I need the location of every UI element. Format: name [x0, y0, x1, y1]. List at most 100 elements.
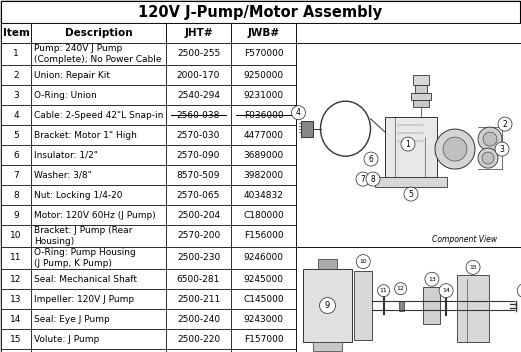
Bar [166, 125, 231, 145]
Bar [231, 105, 296, 125]
Circle shape [394, 283, 407, 295]
Bar [1, 23, 31, 43]
Bar [166, 329, 231, 349]
Bar [31, 85, 166, 105]
Text: 10: 10 [10, 232, 22, 240]
Bar [424, 287, 440, 324]
Text: 2000-170: 2000-170 [177, 70, 220, 80]
Text: 9250000: 9250000 [243, 70, 283, 80]
Text: 4: 4 [13, 111, 19, 119]
Bar [166, 185, 231, 205]
Bar [301, 121, 313, 137]
Text: 8: 8 [13, 190, 19, 200]
Bar [375, 177, 447, 187]
Bar [31, 269, 166, 289]
Circle shape [443, 137, 467, 161]
Text: 3982000: 3982000 [243, 170, 283, 180]
Circle shape [366, 172, 380, 186]
Text: Cable: 2-Speed 42"L Snap-in: Cable: 2-Speed 42"L Snap-in [34, 111, 164, 119]
Bar [1, 165, 31, 185]
Circle shape [495, 142, 509, 156]
Bar [31, 309, 166, 329]
Bar [1, 65, 31, 85]
Text: 2570-200: 2570-200 [177, 232, 220, 240]
Text: 2500-220: 2500-220 [177, 334, 220, 344]
Text: 2: 2 [503, 120, 507, 128]
Text: 2: 2 [13, 70, 19, 80]
Text: 8570-509: 8570-509 [177, 170, 220, 180]
Text: 13: 13 [10, 295, 22, 303]
Bar [166, 309, 231, 329]
Bar [166, 145, 231, 165]
Bar [415, 85, 427, 93]
Circle shape [498, 117, 512, 131]
Text: 4: 4 [296, 108, 301, 117]
Bar [31, 185, 166, 205]
Circle shape [439, 284, 453, 298]
Bar [231, 43, 296, 65]
Text: C145000: C145000 [243, 295, 284, 303]
Text: Seal: Eye J Pump: Seal: Eye J Pump [34, 314, 110, 323]
Text: 2570-030: 2570-030 [177, 131, 220, 139]
Text: 120V J-Pump/Motor Assembly: 120V J-Pump/Motor Assembly [138, 5, 382, 19]
Bar [31, 205, 166, 225]
Circle shape [292, 106, 305, 120]
Text: 2500-204: 2500-204 [177, 210, 220, 220]
Circle shape [483, 132, 497, 146]
Bar [166, 247, 231, 269]
Text: 7: 7 [361, 175, 365, 184]
Bar [31, 105, 166, 125]
Bar [166, 349, 231, 352]
Text: 2570-065: 2570-065 [177, 190, 220, 200]
Bar [31, 23, 166, 43]
Text: 10: 10 [359, 259, 367, 264]
Bar [31, 65, 166, 85]
Circle shape [478, 148, 498, 168]
Bar [31, 125, 166, 145]
Bar [1, 329, 31, 349]
Text: Item: Item [3, 28, 30, 38]
Bar [354, 271, 372, 340]
Bar [1, 145, 31, 165]
Text: 2500-240: 2500-240 [177, 314, 220, 323]
Text: 1: 1 [13, 50, 19, 58]
Bar [296, 43, 521, 247]
Text: 2570-090: 2570-090 [177, 151, 220, 159]
Bar [231, 85, 296, 105]
Text: F157000: F157000 [244, 334, 283, 344]
Bar [413, 100, 429, 107]
Text: 9246000: 9246000 [243, 253, 283, 263]
Bar [231, 165, 296, 185]
Text: F036000: F036000 [244, 111, 283, 119]
Bar [399, 301, 404, 310]
Text: 16: 16 [520, 288, 521, 293]
Text: O-Ring: Union: O-Ring: Union [34, 90, 97, 100]
Text: 11: 11 [380, 288, 388, 293]
Bar [166, 105, 231, 125]
Text: 15: 15 [469, 265, 477, 270]
Text: F156000: F156000 [244, 232, 283, 240]
Text: Nut: Locking 1/4-20: Nut: Locking 1/4-20 [34, 190, 122, 200]
Text: Pump: 240V J Pump
(Complete); No Power Cable: Pump: 240V J Pump (Complete); No Power C… [34, 44, 162, 64]
Bar [1, 125, 31, 145]
Text: Bracket: J Pump (Rear
Housing): Bracket: J Pump (Rear Housing) [34, 226, 132, 246]
Bar [31, 225, 166, 247]
Text: 3: 3 [500, 145, 504, 153]
Bar [231, 225, 296, 247]
Bar [31, 329, 166, 349]
Bar [31, 247, 166, 269]
Text: Motor: 120V 60Hz (J Pump): Motor: 120V 60Hz (J Pump) [34, 210, 156, 220]
Text: JHT#: JHT# [184, 28, 213, 38]
Bar [1, 269, 31, 289]
Text: 4477000: 4477000 [243, 131, 283, 139]
Text: 6500-281: 6500-281 [177, 275, 220, 283]
Circle shape [364, 152, 378, 166]
Text: F570000: F570000 [244, 50, 283, 58]
Bar [457, 275, 489, 342]
Text: 8: 8 [370, 175, 375, 184]
Text: 12: 12 [10, 275, 22, 283]
Bar [1, 225, 31, 247]
Bar [166, 85, 231, 105]
Bar [31, 289, 166, 309]
Bar [413, 75, 429, 85]
